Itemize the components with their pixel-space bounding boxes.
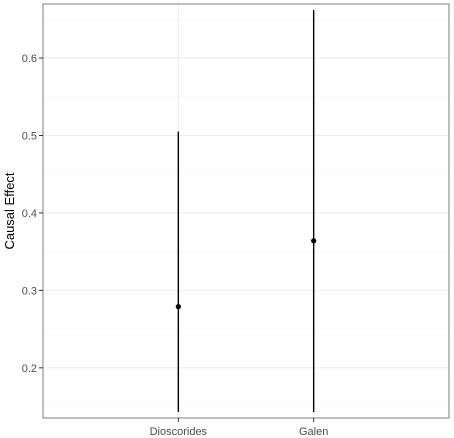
y-axis: 0.2 0.3 0.4 0.5 0.6: [22, 53, 43, 375]
minor-grid: [43, 19, 449, 407]
y-tick-label: 0.4: [22, 208, 37, 220]
y-tick-label: 0.2: [22, 363, 37, 375]
point-estimate: [175, 304, 181, 310]
y-tick-label: 0.5: [22, 130, 37, 142]
y-tick-label: 0.3: [22, 285, 37, 297]
x-axis: Dioscorides Galen: [150, 418, 328, 438]
panel-border: [42, 3, 450, 419]
x-tick-label: Dioscorides: [150, 426, 208, 438]
point-estimate: [311, 238, 317, 244]
y-tick-label: 0.6: [22, 53, 37, 65]
y-axis-title: Causal Effect: [2, 172, 17, 249]
x-tick-label: Galen: [299, 426, 328, 438]
data-marks: [175, 10, 317, 412]
